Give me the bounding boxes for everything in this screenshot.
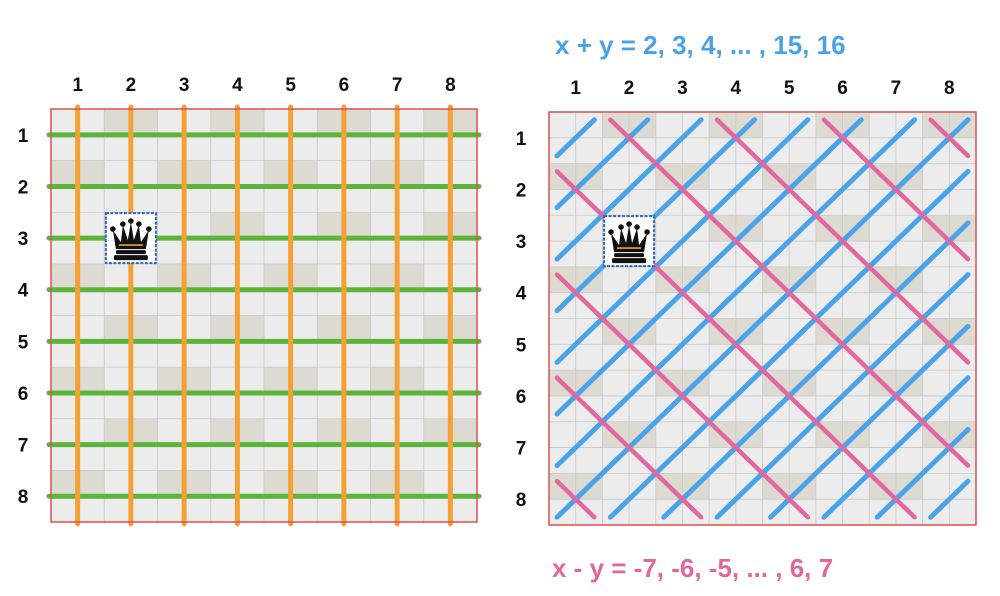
sum-diagonal [661, 220, 971, 520]
left-row-label: 7 [18, 436, 29, 457]
right-row-label: 4 [516, 284, 527, 305]
left-column-label: 6 [339, 75, 350, 96]
sum-diagonal [821, 375, 971, 520]
sum-formula: x + y = 2, 3, 4, ... , 15, 16 [555, 30, 846, 60]
left-row-label: 2 [18, 177, 29, 198]
right-row-label: 5 [516, 335, 527, 356]
left-row-label: 8 [18, 487, 29, 508]
left-column-label: 8 [445, 75, 456, 96]
right-row-label: 3 [516, 232, 527, 253]
sum-diagonal [554, 117, 864, 417]
queen-icon [603, 215, 656, 268]
left-column-label: 4 [232, 75, 243, 96]
right-column-label: 3 [677, 78, 688, 99]
right-board-diagonals: 1 2 3 4 5 6 7 8 1 2 3 4 5 6 7 8 [516, 78, 977, 526]
left-column-label: 5 [285, 75, 296, 96]
sum-diagonal [768, 323, 971, 520]
sum-diagonal [554, 117, 757, 314]
diff-diagonal [928, 117, 971, 159]
right-column-label: 5 [784, 78, 795, 99]
right-row-label: 2 [516, 180, 527, 201]
left-board-border [50, 108, 478, 523]
sum-diagonal [554, 117, 971, 520]
sum-diagonal [714, 272, 971, 520]
left-row-label: 1 [18, 126, 29, 147]
sum-diagonal [554, 117, 651, 211]
right-board-border [548, 111, 977, 526]
diff-diagonal [821, 117, 971, 262]
sum-diagonal [554, 117, 918, 469]
right-column-label: 2 [624, 78, 635, 99]
diff-diagonal [554, 375, 704, 520]
left-column-label: 1 [72, 75, 83, 96]
right-column-label: 8 [944, 78, 955, 99]
diff-diagonal [554, 478, 597, 520]
right-row-label: 8 [516, 490, 527, 511]
right-column-label: 4 [731, 78, 742, 99]
left-queen-glyph [110, 218, 152, 261]
diff-diagonal [714, 117, 971, 365]
sum-diagonal [607, 168, 971, 520]
left-column-label: 2 [126, 75, 137, 96]
diff-diagonal [554, 272, 811, 520]
queen-icon [104, 212, 157, 265]
left-row-label: 5 [18, 332, 29, 353]
left-column-label: 3 [179, 75, 190, 96]
diff-diagonal [608, 117, 971, 468]
left-row-label: 4 [18, 281, 29, 302]
sum-diagonal [554, 117, 704, 262]
right-queen-glyph [608, 221, 650, 264]
left-board-lines: 1 2 3 4 5 6 7 8 1 2 3 4 5 6 7 8 [18, 75, 482, 527]
right-row-label: 7 [516, 439, 527, 460]
left-column-label: 7 [392, 75, 403, 96]
sum-diagonal [554, 117, 597, 159]
sum-diagonal [928, 478, 971, 520]
left-row-label: 3 [18, 229, 29, 250]
sum-diagonal [874, 426, 971, 520]
right-column-label: 1 [570, 78, 581, 99]
right-row-label: 1 [516, 129, 527, 150]
left-row-label: 6 [18, 384, 29, 405]
right-column-label: 7 [891, 78, 902, 99]
sum-diagonal [554, 117, 811, 365]
right-column-label: 6 [837, 78, 848, 99]
right-row-label: 6 [516, 387, 527, 408]
diff-formula: x - y = -7, -6, -5, ... , 6, 7 [552, 553, 833, 583]
